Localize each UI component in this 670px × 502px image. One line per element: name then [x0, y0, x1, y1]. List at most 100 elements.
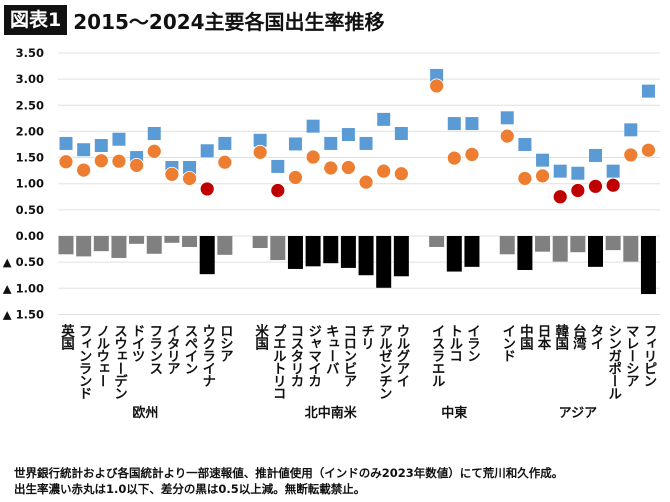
- footnote-source: 世界銀行統計および各国統計より一部速報値、推計値使用（インドのみ2023年数値）…: [14, 466, 564, 480]
- diff-bar: [640, 236, 656, 295]
- diff-bar: [499, 236, 515, 255]
- marker-2015: [359, 136, 373, 150]
- marker-2024: [164, 166, 180, 182]
- marker-2024: [199, 181, 215, 197]
- marker-2015: [641, 84, 655, 98]
- diff-bar: [340, 236, 356, 268]
- diff-bar: [217, 236, 233, 255]
- diff-bar: [199, 236, 215, 275]
- group-label: 欧州: [132, 405, 158, 421]
- y-tick-label: ▲ 1.00: [3, 281, 44, 295]
- marker-2024: [93, 153, 109, 169]
- country-label: フランス: [146, 324, 162, 375]
- country-label: チリ: [358, 324, 374, 350]
- country-label: ウクライナ: [199, 324, 216, 388]
- country-label: ドイツ: [129, 324, 146, 362]
- y-tick-label: ▲ 0.50: [3, 255, 44, 269]
- marker-2015: [500, 111, 514, 125]
- marker-2024: [623, 147, 639, 163]
- country-label: インド: [499, 324, 516, 362]
- y-tick-label: ▲ 1.50: [3, 307, 44, 321]
- marker-2024: [76, 162, 92, 178]
- marker-2015: [112, 132, 126, 146]
- marker-2024: [641, 142, 656, 158]
- y-tick-label: 3.50: [16, 46, 44, 60]
- marker-2015: [306, 119, 320, 133]
- diff-bar: [535, 236, 551, 252]
- marker-2015: [536, 153, 550, 167]
- diff-bar: [305, 236, 321, 267]
- diff-bar: [252, 236, 268, 249]
- diff-bar: [464, 236, 480, 267]
- marker-2015: [571, 166, 585, 180]
- marker-2015: [624, 123, 638, 137]
- marker-2015: [183, 160, 197, 174]
- marker-2015: [341, 128, 355, 142]
- diff-bar: [623, 236, 639, 262]
- marker-2015: [553, 164, 567, 178]
- marker-2024: [182, 171, 197, 186]
- diff-bar: [605, 236, 621, 251]
- marker-2024: [588, 178, 603, 194]
- diff-bar: [517, 236, 533, 270]
- marker-2015: [447, 117, 461, 131]
- diff-bar: [323, 236, 339, 264]
- country-label: プエルトリコ: [270, 324, 287, 401]
- country-label: 米国: [252, 323, 269, 352]
- diff-bar: [287, 236, 303, 269]
- country-label: イスラエル: [429, 324, 446, 387]
- diff-bar: [570, 236, 586, 253]
- country-label: キューバ: [323, 324, 340, 374]
- country-label: スペイン: [182, 324, 199, 374]
- marker-2015: [589, 148, 602, 162]
- marker-2015: [147, 126, 161, 140]
- diff-bar: [446, 236, 462, 272]
- marker-2024: [111, 153, 127, 169]
- country-label: スウェーデン: [111, 324, 127, 399]
- title-text: 2015〜2024主要各国出生率推移: [73, 9, 385, 34]
- y-tick-label: 1.00: [16, 177, 44, 191]
- marker-2024: [340, 160, 356, 175]
- marker-2024: [217, 154, 233, 170]
- y-tick-label: 1.50: [16, 151, 44, 165]
- marker-2015: [200, 144, 214, 158]
- country-label: イラン: [464, 324, 481, 362]
- diff-bar: [182, 236, 198, 247]
- diff-bar: [58, 236, 74, 255]
- marker-2024: [358, 174, 374, 190]
- group-label: アジア: [559, 406, 597, 421]
- marker-2015: [377, 112, 391, 126]
- diff-bar: [129, 236, 145, 244]
- diff-bar: [376, 236, 392, 288]
- marker-2015: [218, 136, 232, 150]
- marker-2015: [271, 159, 285, 173]
- marker-2015: [606, 164, 620, 178]
- country-label: コロンビア: [340, 324, 356, 388]
- country-label: ジャマイカ: [305, 324, 322, 388]
- country-label: マレーシア: [623, 324, 639, 388]
- marker-2024: [323, 160, 339, 176]
- diff-bar: [76, 236, 92, 257]
- y-tick-label: 3.00: [16, 72, 44, 86]
- marker-2024: [464, 147, 480, 162]
- country-label: イタリア: [164, 324, 181, 375]
- country-label: 日本: [535, 324, 552, 352]
- country-label: アルゼンチン: [376, 324, 393, 399]
- marker-2015: [59, 136, 73, 150]
- marker-2024: [429, 78, 445, 94]
- marker-2024: [499, 128, 515, 144]
- footnote-legend: 出生率濃い赤丸は1.0以下、差分の黒は0.5以上減。無断転載禁止。: [14, 482, 366, 496]
- group-label: 中東: [441, 405, 467, 421]
- marker-2015: [288, 137, 302, 151]
- marker-2024: [58, 154, 74, 170]
- country-label: ロシア: [217, 324, 233, 363]
- country-label: フィンランド: [76, 324, 92, 399]
- marker-2024: [376, 163, 392, 179]
- marker-2024: [535, 168, 550, 184]
- diff-bar: [393, 236, 409, 277]
- marker-2024: [129, 157, 145, 173]
- marker-2024: [393, 166, 409, 182]
- marker-2024: [270, 183, 286, 198]
